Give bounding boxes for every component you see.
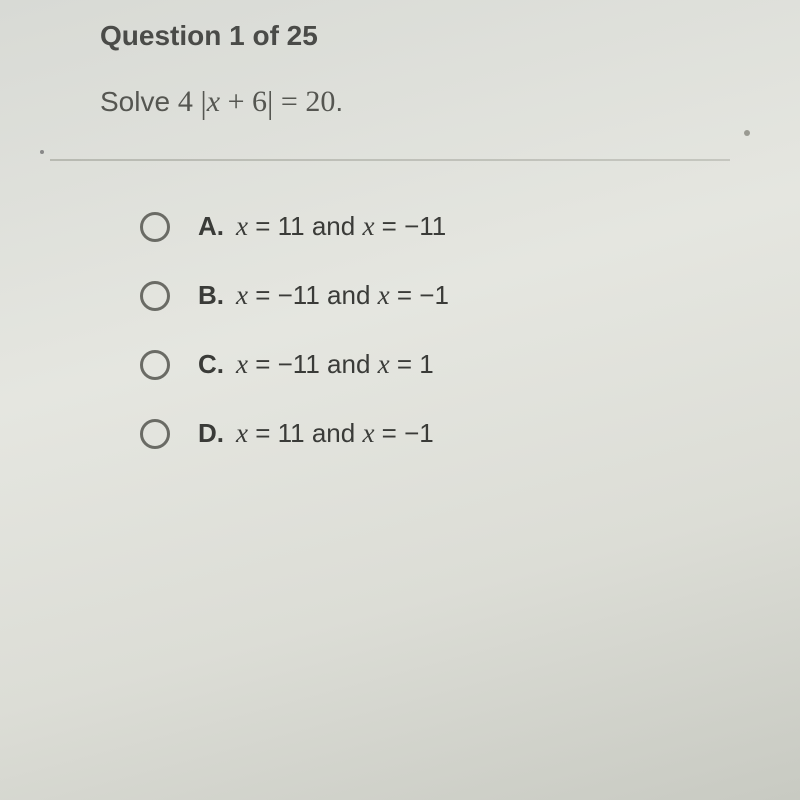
- option-letter: B.: [198, 280, 224, 311]
- option-a[interactable]: A. x = 11 and x = −11: [140, 211, 800, 242]
- radio-icon[interactable]: [140, 350, 170, 380]
- option-letter: A.: [198, 211, 224, 242]
- question-prompt: Solve 4 |x + 6| = 20.: [100, 84, 800, 121]
- option-letter: D.: [198, 418, 224, 449]
- photo-artifact: [744, 130, 750, 136]
- option-letter: C.: [198, 349, 224, 380]
- option-text: x = −11 and x = −1: [236, 280, 449, 311]
- option-d[interactable]: D. x = 11 and x = −1: [140, 418, 800, 449]
- option-text: x = 11 and x = −1: [236, 418, 434, 449]
- option-text: x = −11 and x = 1: [236, 349, 434, 380]
- photo-artifact: [40, 150, 44, 154]
- radio-icon[interactable]: [140, 281, 170, 311]
- option-b[interactable]: B. x = −11 and x = −1: [140, 280, 800, 311]
- options-group: A. x = 11 and x = −11 B. x = −11 and x =…: [100, 211, 800, 449]
- question-counter: Question 1 of 25: [100, 20, 800, 52]
- math-expression: 4 |x + 6| = 20: [178, 85, 335, 118]
- option-c[interactable]: C. x = −11 and x = 1: [140, 349, 800, 380]
- radio-icon[interactable]: [140, 212, 170, 242]
- solve-prefix: Solve: [100, 86, 178, 117]
- radio-icon[interactable]: [140, 419, 170, 449]
- option-text: x = 11 and x = −11: [236, 211, 446, 242]
- section-divider: [50, 159, 730, 161]
